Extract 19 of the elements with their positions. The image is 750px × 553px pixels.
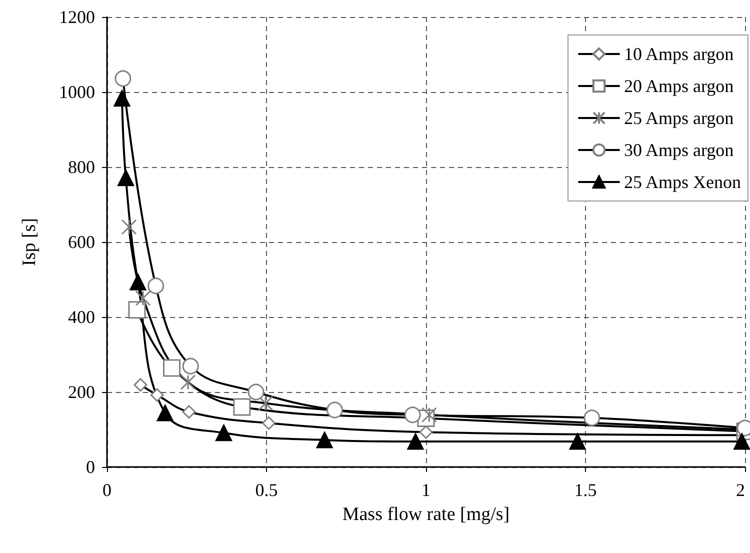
y-tick-label: 1200 (59, 7, 95, 27)
x-tick-label: 0 (102, 480, 112, 500)
legend-label: 25 Amps argon (624, 108, 734, 128)
y-tick-label: 0 (86, 457, 95, 477)
y-axis-title: Isp [s] (19, 218, 40, 266)
x-tick-label: 2 (736, 480, 745, 500)
y-tick-label: 400 (68, 307, 95, 327)
x-tick-label: 0.5 (255, 480, 278, 500)
x-tick-label: 1 (422, 480, 430, 500)
x-tick-label: 1.5 (574, 480, 597, 500)
y-tick-label: 1000 (59, 82, 95, 102)
x-axis-title: Mass flow rate [mg/s] (342, 504, 510, 525)
legend-label: 10 Amps argon (624, 44, 734, 64)
legend-label: 25 Amps Xenon (624, 172, 742, 192)
y-tick-label: 200 (68, 382, 95, 402)
y-tick-label: 600 (68, 232, 95, 252)
y-tick-label: 800 (68, 157, 95, 177)
legend-label: 20 Amps argon (624, 76, 734, 96)
legend-label: 30 Amps argon (624, 140, 734, 160)
